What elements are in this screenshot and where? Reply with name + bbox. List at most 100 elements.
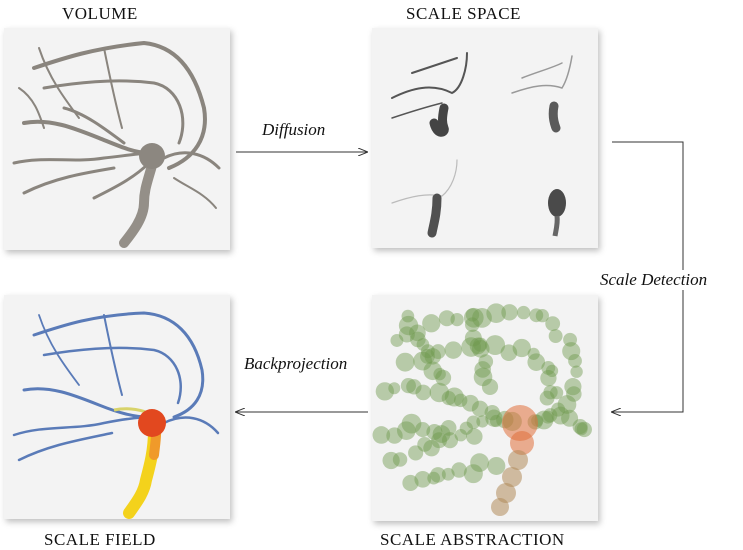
abstraction-sphere — [430, 344, 446, 360]
abstraction-sphere — [444, 387, 464, 407]
abstraction-sphere — [420, 344, 435, 359]
abstraction-core-sphere — [502, 467, 522, 487]
abstraction-sphere — [557, 395, 577, 414]
abstraction-sphere — [469, 337, 487, 355]
abstraction-sphere — [540, 370, 557, 387]
abstraction-sphere — [433, 367, 446, 381]
abstraction-sphere — [576, 421, 592, 438]
abstraction-sphere — [413, 351, 433, 371]
abstraction-sphere — [463, 464, 483, 484]
abstraction-sphere — [487, 456, 506, 475]
abstraction-sphere — [424, 348, 441, 365]
abstraction-sphere — [485, 335, 506, 356]
abstraction-sphere — [430, 467, 446, 483]
caption-volume: VOLUME — [62, 4, 138, 23]
abstraction-sphere — [462, 394, 479, 412]
abstraction-sphere — [441, 467, 455, 481]
abstraction-sphere — [551, 406, 570, 425]
abstraction-sphere — [466, 415, 481, 430]
abstraction-sphere — [473, 337, 488, 352]
volume-vessel-image — [12, 40, 221, 248]
abstraction-sphere — [534, 410, 554, 430]
abstraction-sphere — [484, 404, 500, 421]
abstraction-sphere — [539, 390, 555, 406]
abstraction-sphere — [461, 337, 481, 357]
abstraction-sphere — [429, 382, 450, 403]
abstraction-sphere — [441, 391, 456, 406]
abstraction-sphere — [375, 382, 395, 401]
scale-abstraction-panel — [372, 295, 598, 521]
abstraction-sphere — [566, 386, 582, 402]
abstraction-sphere — [471, 340, 490, 358]
abstraction-sphere — [386, 427, 403, 444]
abstraction-sphere — [435, 369, 452, 386]
abstraction-sphere — [398, 315, 419, 336]
abstraction-core-sphere — [502, 405, 538, 441]
abstraction-sphere — [372, 426, 391, 444]
abstraction-sphere — [464, 317, 480, 332]
abstraction-core-sphere — [508, 450, 528, 470]
abstraction-sphere — [422, 314, 441, 333]
abstraction-sphere — [409, 324, 426, 342]
abstraction-core-sphere — [491, 498, 509, 516]
abstraction-sphere — [545, 316, 561, 332]
abstraction-sphere — [417, 437, 433, 452]
abstraction-core-sphere — [510, 431, 534, 455]
scale-space-panel — [372, 28, 598, 248]
abstraction-sphere — [516, 305, 531, 320]
backprojection-label: Backprojection — [244, 354, 348, 373]
abstraction-sphere — [401, 413, 422, 434]
abstraction-sphere — [474, 361, 491, 378]
abstraction-sphere — [466, 428, 483, 445]
abstraction-sphere — [432, 425, 451, 443]
abstraction-sphere — [535, 309, 549, 323]
abstraction-sphere — [470, 453, 489, 472]
abstraction-sphere — [572, 419, 588, 435]
abstraction-sphere — [563, 332, 578, 347]
abstraction-sphere — [390, 334, 404, 347]
abstraction-sphere — [416, 338, 430, 351]
abstraction-sphere — [481, 378, 499, 396]
abstraction-sphere — [453, 393, 468, 408]
scale-field-image — [12, 311, 220, 519]
abstraction-sphere — [529, 308, 544, 323]
caption-scale-space: SCALE SPACE — [406, 4, 521, 23]
abstraction-sphere — [486, 303, 506, 324]
abstraction-sphere — [473, 367, 493, 387]
abstraction-sphere — [454, 428, 468, 442]
scale-space-image — [391, 52, 573, 238]
abstraction-sphere — [464, 329, 482, 347]
abstraction-sphere — [472, 307, 492, 328]
abstraction-sphere — [444, 341, 463, 359]
abstraction-sphere — [395, 352, 415, 372]
abstraction-sphere — [551, 402, 566, 417]
abstraction-sphere — [489, 414, 503, 428]
abstraction-sphere — [568, 353, 582, 368]
abstraction-sphere — [570, 365, 583, 378]
abstraction-sphere — [431, 432, 448, 449]
abstraction-sphere — [463, 307, 484, 328]
abstraction-sphere — [441, 432, 459, 449]
abstraction-sphere — [382, 451, 400, 470]
abstraction-sphere — [388, 382, 401, 395]
abstraction-sphere — [398, 326, 415, 343]
scale-abstraction-image — [372, 303, 592, 516]
abstraction-sphere — [408, 445, 424, 461]
abstraction-sphere — [562, 342, 581, 361]
abstraction-sphere — [465, 308, 480, 322]
abstraction-sphere — [541, 410, 555, 424]
abstraction-sphere — [459, 421, 473, 435]
abstraction-sphere — [543, 385, 558, 400]
scale-detection-label: Scale Detection — [598, 270, 710, 290]
abstraction-sphere — [414, 470, 432, 488]
abstraction-sphere — [450, 312, 464, 327]
abstraction-sphere — [545, 364, 559, 377]
abstraction-sphere — [574, 422, 588, 436]
abstraction-sphere — [500, 344, 518, 362]
abstraction-sphere — [541, 361, 556, 375]
abstraction-core-sphere — [496, 483, 516, 503]
abstraction-sphere — [527, 347, 540, 360]
caption-scale-abstraction: SCALE ABSTRACTION — [380, 530, 565, 549]
abstraction-sphere — [438, 310, 455, 327]
caption-scale-field: SCALE FIELD — [44, 530, 156, 549]
